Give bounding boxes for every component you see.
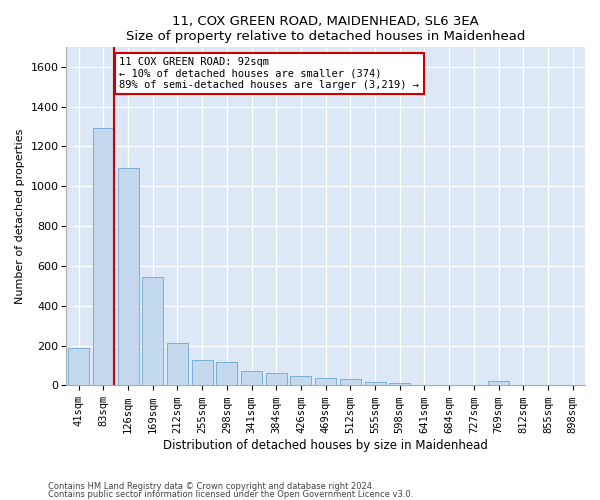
Bar [217, 362, 238, 386]
Title: 11, COX GREEN ROAD, MAIDENHEAD, SL6 3EA
Size of property relative to detached ho: 11, COX GREEN ROAD, MAIDENHEAD, SL6 3EA … [126, 15, 526, 43]
Bar [167, 342, 188, 386]
Bar [118, 168, 139, 386]
Bar [68, 348, 89, 386]
Bar [93, 128, 114, 386]
Bar [315, 378, 336, 386]
Text: Contains HM Land Registry data © Crown copyright and database right 2024.: Contains HM Land Registry data © Crown c… [48, 482, 374, 491]
Bar [241, 372, 262, 386]
Bar [389, 383, 410, 386]
Bar [340, 380, 361, 386]
Bar [191, 360, 212, 386]
Y-axis label: Number of detached properties: Number of detached properties [15, 128, 25, 304]
Bar [266, 373, 287, 386]
Bar [290, 376, 311, 386]
Text: Contains public sector information licensed under the Open Government Licence v3: Contains public sector information licen… [48, 490, 413, 499]
Text: 11 COX GREEN ROAD: 92sqm
← 10% of detached houses are smaller (374)
89% of semi-: 11 COX GREEN ROAD: 92sqm ← 10% of detach… [119, 57, 419, 90]
X-axis label: Distribution of detached houses by size in Maidenhead: Distribution of detached houses by size … [163, 440, 488, 452]
Bar [365, 382, 386, 386]
Bar [488, 381, 509, 386]
Bar [142, 277, 163, 386]
